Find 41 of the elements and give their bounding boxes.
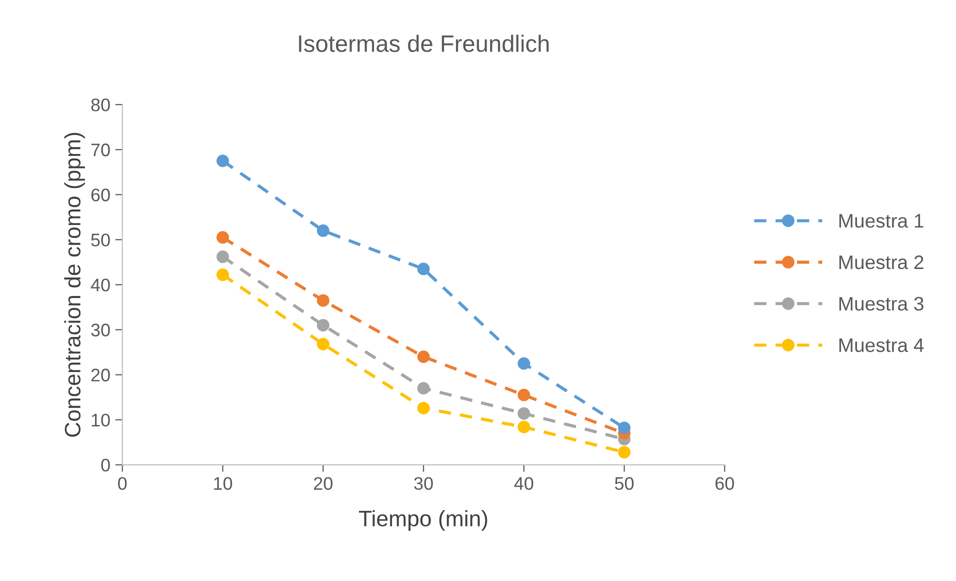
x-tick-label: 60: [716, 477, 734, 490]
point: [216, 231, 229, 244]
point: [216, 268, 229, 282]
y-axis-title: Concentracion de cromo (ppm): [64, 132, 85, 437]
point: [417, 402, 430, 414]
point: [518, 388, 530, 402]
y-tick-label: 80: [91, 98, 110, 112]
point: [417, 382, 430, 395]
point: [316, 318, 330, 332]
x-tick-label: 50: [614, 477, 634, 490]
x-tick-label: 0: [118, 477, 127, 490]
y-tick-label: 50: [91, 234, 110, 246]
point: [417, 350, 430, 363]
point: [316, 224, 330, 237]
y-tick-label: 60: [91, 188, 110, 202]
legend-label: Muestra 3: [839, 296, 924, 311]
chart-title: Isotermas de Freundlich: [299, 34, 549, 52]
point: [316, 294, 330, 307]
x-tick-label: 10: [214, 477, 232, 490]
point: [518, 420, 530, 434]
x-tick-label: 40: [514, 477, 534, 490]
x-tick-label: 30: [414, 477, 433, 490]
y-tick-label: 70: [91, 144, 110, 156]
y-tick-label: 10: [92, 414, 110, 426]
y-tick-label: 30: [91, 324, 110, 336]
legend-label: Muestra 1: [839, 214, 924, 228]
point: [518, 407, 530, 420]
point: [216, 250, 229, 264]
x-tick-label: 20: [314, 477, 332, 490]
point: [316, 338, 330, 350]
x-axis-title: Tiempo (min): [358, 510, 488, 531]
point: [618, 446, 631, 458]
point: [518, 357, 530, 370]
point: [618, 422, 631, 434]
y-tick-label: 20: [91, 368, 110, 382]
point: [216, 154, 229, 168]
legend-label: Muestra 4: [839, 338, 924, 352]
y-tick-label: 0: [101, 458, 110, 472]
point: [417, 262, 430, 276]
y-tick-label: 40: [90, 278, 110, 292]
legend-label: Muestra 2: [839, 255, 924, 270]
